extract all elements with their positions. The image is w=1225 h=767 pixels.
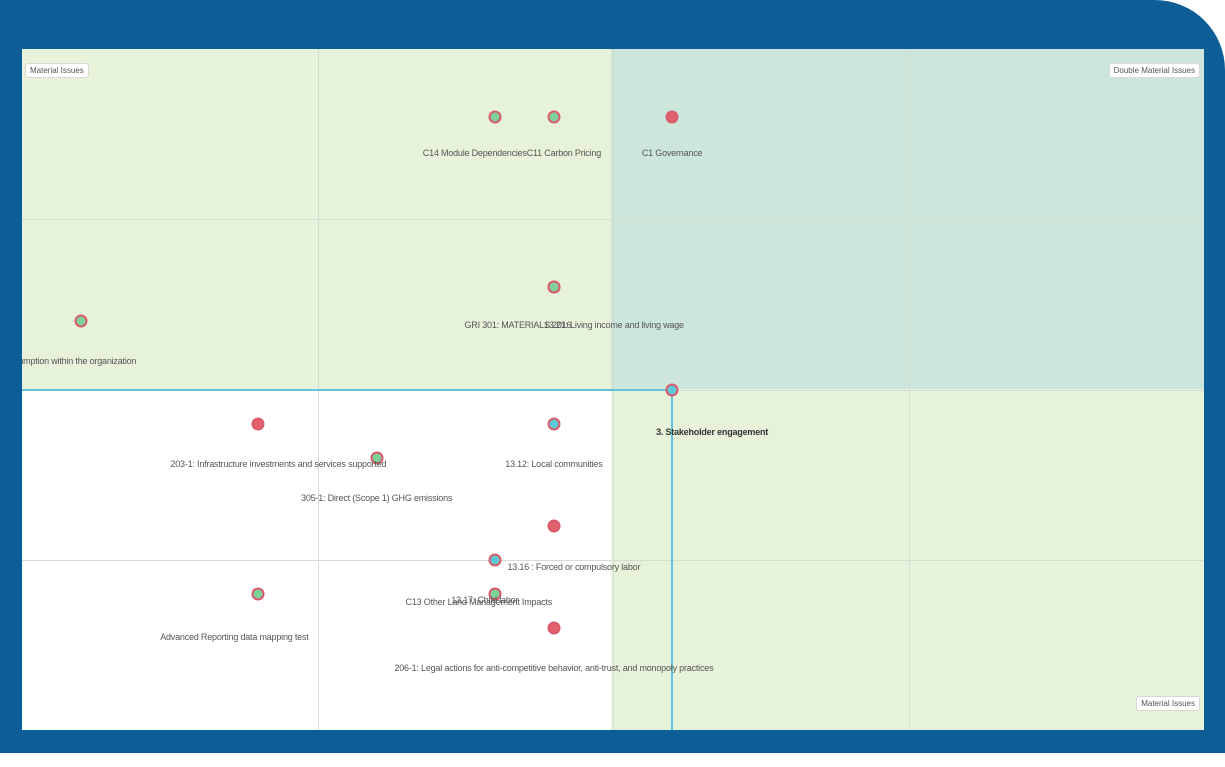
scatter-point[interactable] xyxy=(74,314,88,328)
scatter-point[interactable] xyxy=(488,553,502,567)
point-label: C1 Governance xyxy=(641,148,703,159)
scatter-point[interactable] xyxy=(665,383,679,396)
threshold-line-vertical xyxy=(671,389,674,730)
point-label: 13.12: Local communities xyxy=(505,458,603,469)
scatter-point[interactable] xyxy=(251,417,265,431)
point-label: 3. Stakeholder engagement xyxy=(656,426,769,437)
quadrant-tag-bottom-right: Material Issues xyxy=(1136,696,1200,711)
threshold-line-horizontal xyxy=(22,388,673,391)
point-label: 13.16 : Forced or compulsory labor xyxy=(507,561,641,572)
point-label: GRI 301: MATERIALS 2016 xyxy=(464,320,572,331)
scatter-point[interactable] xyxy=(370,451,384,465)
grid-line-horizontal xyxy=(22,390,1204,391)
point-label: Advanced Reporting data mapping test xyxy=(160,631,309,642)
grid-line-horizontal xyxy=(22,560,1204,561)
point-label: C14 Module Dependencies xyxy=(422,148,527,159)
scatter-point[interactable] xyxy=(251,587,265,601)
scatter-point[interactable] xyxy=(547,280,561,294)
point-label: C11 Carbon Pricing xyxy=(526,148,602,159)
grid-line-horizontal xyxy=(22,219,1204,220)
scatter-point[interactable] xyxy=(665,110,679,124)
point-label: 203-1: Infrastructure investments and se… xyxy=(170,458,387,469)
scatter-point[interactable] xyxy=(547,621,561,635)
scatter-point[interactable] xyxy=(547,110,561,124)
point-label: 206-1: Legal actions for anti-competitiv… xyxy=(394,662,714,673)
point-label: C13 Other Land Management Impacts xyxy=(405,596,553,607)
grid-line-vertical xyxy=(909,49,910,730)
scatter-point[interactable] xyxy=(547,417,561,431)
quadrant-tag-top-right: Double Material Issues xyxy=(1108,63,1200,78)
point-label: 13.21: Living income and living wage xyxy=(543,320,684,331)
scatter-point[interactable] xyxy=(547,519,561,533)
point-label: 305-1: Direct (Scope 1) GHG emissions xyxy=(301,492,453,503)
materiality-matrix-chart: C14 Module Dependencies C11 Carbon Pricin… xyxy=(22,49,1204,730)
scatter-point[interactable] xyxy=(488,587,502,601)
scatter-point[interactable] xyxy=(488,110,502,124)
quadrant-bottom-right xyxy=(611,389,1204,730)
point-label: 13.17: Child labor xyxy=(451,594,519,605)
point-label: rgy consumption within the organization xyxy=(22,356,137,367)
quadrant-tag-top-left: Material Issues xyxy=(25,63,89,78)
